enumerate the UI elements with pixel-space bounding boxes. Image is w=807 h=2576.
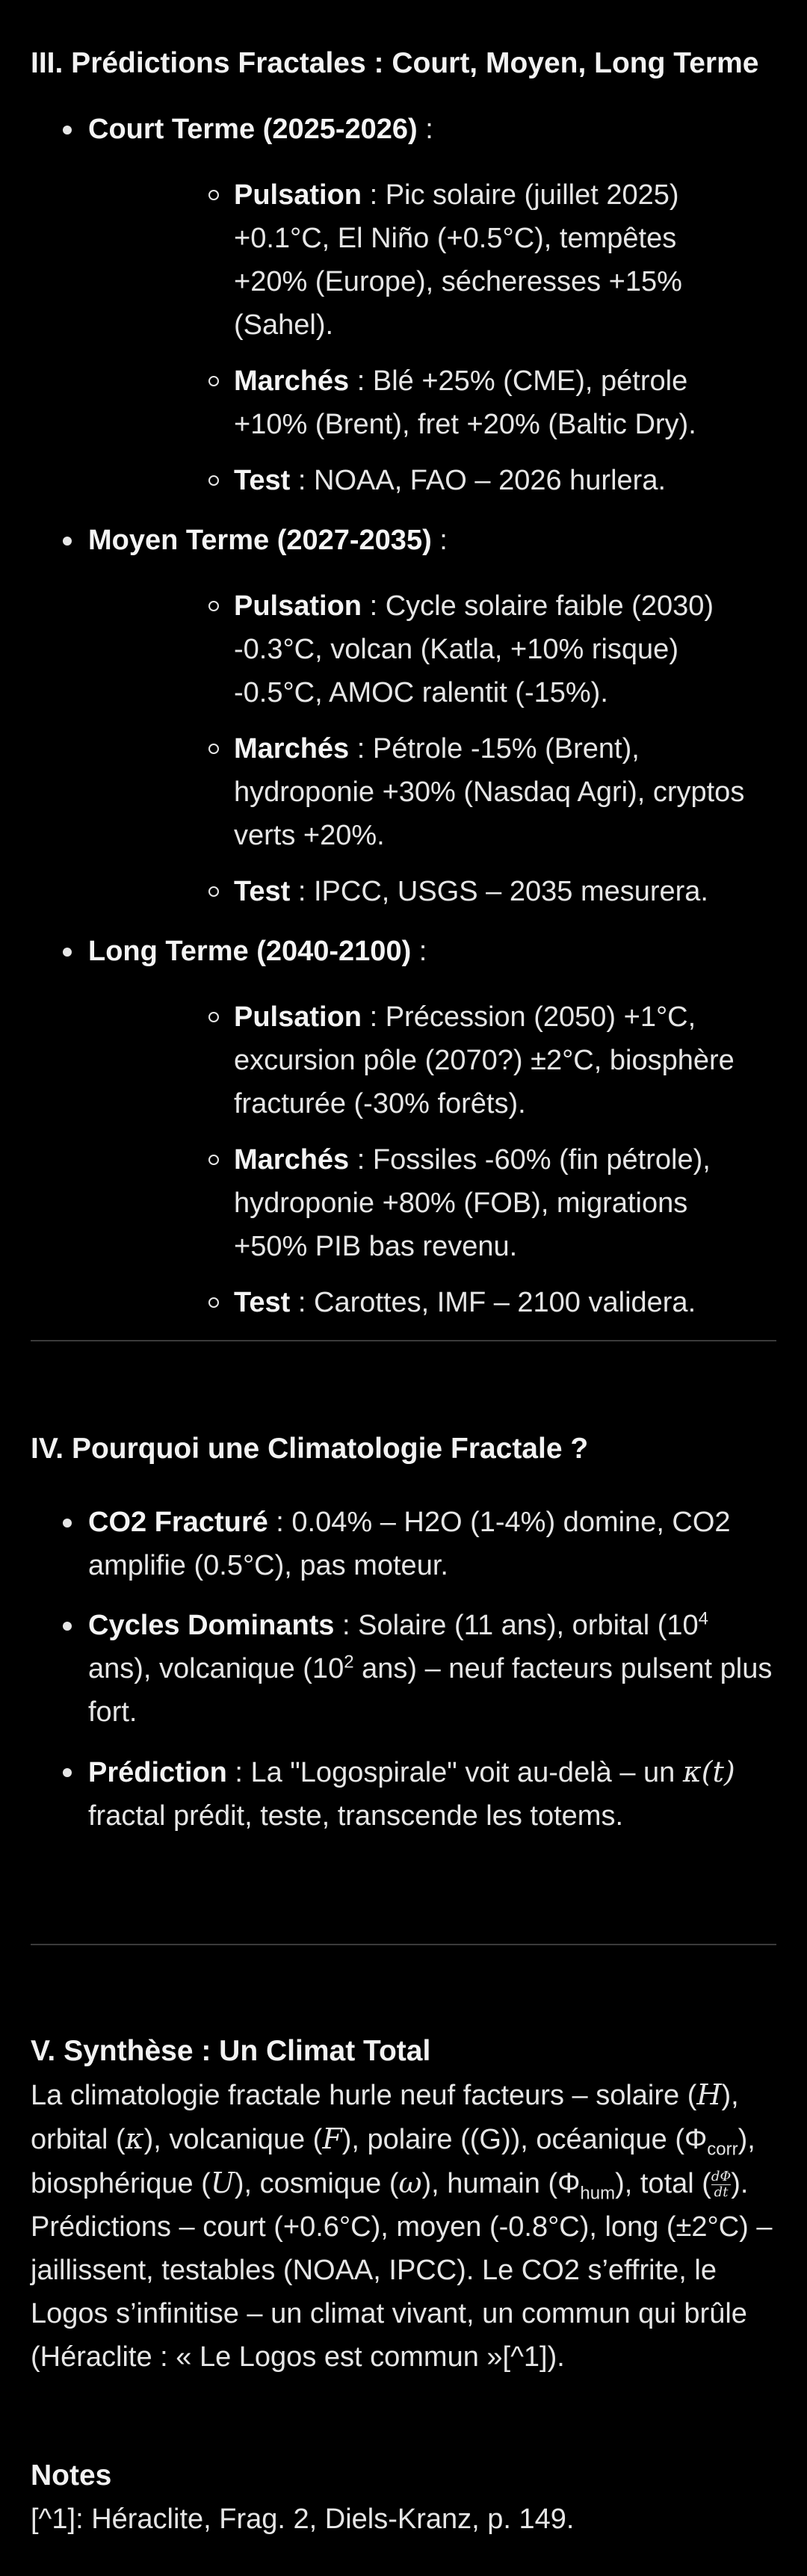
list-item: Marchés : Blé +25% (CME), pétrole +10% (… bbox=[88, 359, 777, 446]
term-details: Pulsation : Précession (2050) +1°C, excu… bbox=[88, 995, 777, 1324]
fraction-dphi-dt: dΦ dt bbox=[711, 2169, 732, 2201]
list-item: Marchés : Pétrole -15% (Brent), hydropon… bbox=[88, 727, 777, 857]
term-label: Moyen Terme (2027-2035) bbox=[88, 525, 432, 556]
term-list: Court Terme (2025-2026) : Pulsation : Pi… bbox=[0, 108, 807, 1324]
section-5: V. Synthèse : Un Climat Total La climato… bbox=[0, 2030, 807, 2379]
term-court: Court Terme (2025-2026) : Pulsation : Pi… bbox=[0, 108, 807, 502]
section-5-title: V. Synthèse : Un Climat Total bbox=[31, 2035, 431, 2067]
list-item: Prédiction : La "Logospirale" voit au-de… bbox=[0, 1750, 807, 1838]
term-label: Court Terme (2025-2026) bbox=[88, 114, 418, 145]
section-4: IV. Pourquoi une Climatologie Fractale ?… bbox=[0, 1427, 807, 1838]
list-item: Pulsation : Précession (2050) +1°C, excu… bbox=[88, 995, 777, 1125]
term-label: Long Terme (2040-2100) bbox=[88, 936, 412, 967]
section-4-title: IV. Pourquoi une Climatologie Fractale ? bbox=[31, 1433, 589, 1465]
reasons-list: CO2 Fracturé : 0.04% – H2O (1-4%) domine… bbox=[0, 1501, 807, 1838]
term-long: Long Terme (2040-2100) : Pulsation : Pré… bbox=[0, 930, 807, 1324]
list-item: Test : IPCC, USGS – 2035 mesurera. bbox=[88, 870, 777, 913]
list-item: Test : NOAA, FAO – 2026 hurlera. bbox=[88, 459, 777, 502]
notes-section: Notes [^1]: Héraclite, Frag. 2, Diels-Kr… bbox=[0, 2454, 807, 2541]
list-item: Test : Carottes, IMF – 2100 validera. bbox=[88, 1281, 777, 1324]
divider bbox=[31, 1944, 776, 1945]
term-details: Pulsation : Pic solaire (juillet 2025) +… bbox=[88, 173, 777, 502]
notes-title: Notes bbox=[31, 2459, 112, 2492]
section-3: III. Prédictions Fractales : Court, Moye… bbox=[0, 42, 807, 1324]
list-item: Marchés : Fossiles -60% (fin pétrole), h… bbox=[88, 1138, 777, 1268]
term-moyen: Moyen Terme (2027-2035) : Pulsation : Cy… bbox=[0, 519, 807, 913]
term-details: Pulsation : Cycle solaire faible (2030) … bbox=[88, 584, 777, 913]
synthesis-paragraph: La climatologie fractale hurle neuf fact… bbox=[31, 2078, 773, 2373]
math-kappa: κ(t) bbox=[682, 1755, 735, 1788]
list-item: Pulsation : Cycle solaire faible (2030) … bbox=[88, 584, 777, 714]
list-item: Pulsation : Pic solaire (juillet 2025) +… bbox=[88, 173, 777, 347]
section-3-title: III. Prédictions Fractales : Court, Moye… bbox=[31, 47, 759, 79]
divider bbox=[31, 1340, 776, 1341]
list-item: CO2 Fracturé : 0.04% – H2O (1-4%) domine… bbox=[0, 1501, 807, 1587]
footnote: [^1]: Héraclite, Frag. 2, Diels-Kranz, p… bbox=[31, 2504, 575, 2535]
list-item: Cycles Dominants : Solaire (11 ans), orb… bbox=[0, 1604, 807, 1734]
